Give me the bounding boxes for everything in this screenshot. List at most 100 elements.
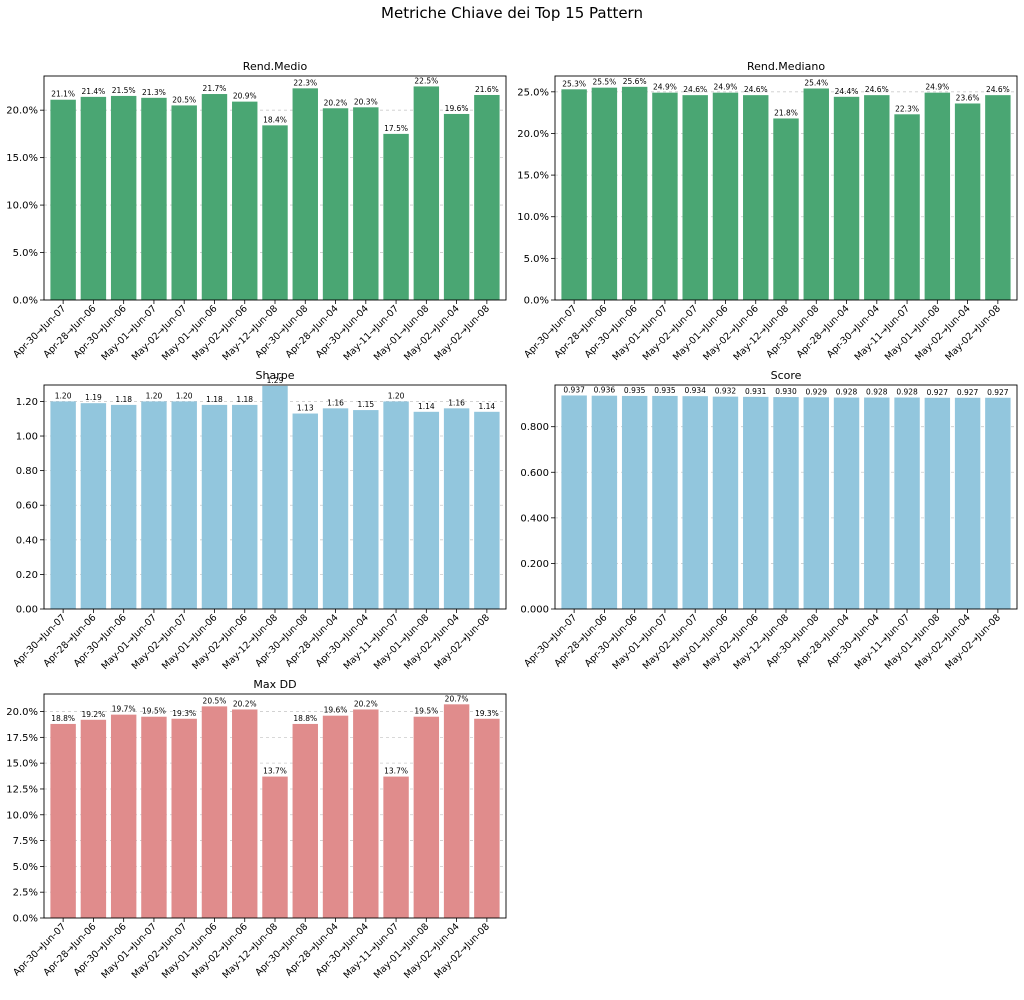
x-tick-label: May-02→Jun-07 [641,303,701,363]
y-tick-label: 1.00 [16,432,38,443]
x-tick-label: May-02→Jun-06 [190,303,250,363]
bar [413,86,440,300]
bar [322,408,349,609]
bar-value-label: 21.5% [112,86,136,95]
x-tick-label: May-01→Jun-07 [99,303,159,363]
bar [80,403,107,609]
bar-value-label: 0.934 [684,386,706,395]
bar-value-label: 20.5% [203,696,227,705]
bar-value-label: 19.3% [475,709,499,718]
bar-value-label: 22.3% [895,104,919,113]
bar [262,125,288,301]
bar [171,718,197,918]
bar-value-label: 1.13 [297,404,314,413]
bar-value-label: 0.935 [624,386,646,395]
x-tick-label: May-02→Jun-06 [701,612,761,672]
bar-value-label: 1.20 [55,391,72,400]
plot-frame [43,384,507,610]
bar-value-label: 19.5% [142,707,166,716]
y-tick-label: 12.5% [6,784,38,795]
x-tick-label: May-11→Jun-07 [342,921,402,981]
x-tick-label: Apr-30→Jun-07 [522,303,579,360]
bar [141,716,167,918]
y-tick-label: 2.5% [13,888,38,899]
bar-value-label: 0.927 [987,388,1009,397]
bar-value-label: 19.7% [112,705,136,714]
x-tick-label: May-01→Jun-08 [372,921,432,981]
y-tick-label: 15.0% [6,153,38,164]
x-tick-label: May-02→Jun-06 [190,921,250,981]
bar-value-label: 20.3% [354,97,378,106]
x-tick-label: May-01→Jun-07 [610,303,670,363]
bar [712,396,739,609]
bar-value-label: 20.5% [172,95,196,104]
x-tick-label: May-02→Jun-06 [190,612,250,672]
x-tick-label: Apr-30→Jun-06 [72,612,129,669]
bar [50,99,76,300]
bar-value-label: 23.6% [956,93,980,102]
bar-value-label: 0.928 [896,388,918,397]
bar [232,404,258,609]
bar-value-label: 1.16 [448,398,465,407]
bar-value-label: 25.4% [804,78,828,87]
y-tick-label: 0.800 [520,422,549,433]
x-tick-label: May-01→Jun-06 [160,612,220,672]
y-tick-label: 0.80 [16,466,38,477]
bar-value-label: 1.19 [85,393,102,402]
bar [743,396,769,609]
x-tick-label: Apr-30→Jun-07 [11,921,68,978]
bar-value-label: 19.6% [445,104,469,113]
x-tick-label: Apr-30→Jun-04 [314,921,371,978]
x-tick-label: May-12→Jun-08 [732,612,792,672]
bar [985,95,1011,300]
x-tick-label: Apr-30→Jun-06 [583,303,640,360]
bar-value-label: 21.7% [203,84,227,93]
y-tick-label: 0.20 [16,570,38,581]
y-tick-label: 20.0% [6,106,38,117]
bar [682,396,708,609]
x-tick-label: May-11→Jun-07 [853,303,913,363]
bar [353,709,379,918]
bar-value-label: 1.20 [146,391,163,400]
bar-value-label: 25.5% [592,78,616,87]
bar-value-label: 0.935 [654,386,676,395]
bar [474,718,500,918]
bar-value-label: 17.5% [384,124,408,133]
x-tick-label: Apr-28→Jun-06 [41,921,98,978]
chart-rend-medio: Rend.Medio 0.0% 5.0% 10.0% 15.0% 20.0% 21.1% Ap… [6,60,507,363]
bar-value-label: 24.9% [653,83,677,92]
x-tick-label: Apr-30→Jun-06 [72,921,129,978]
y-tick-label: 5.0% [13,862,38,873]
bar [803,88,829,300]
x-tick-label: May-12→Jun-08 [221,612,281,672]
bar [262,776,288,918]
x-tick-label: May-02→Jun-04 [402,612,462,672]
x-tick-label: May-01→Jun-06 [160,303,220,363]
x-tick-label: Apr-28→Jun-06 [41,303,98,360]
x-tick-label: May-02→Jun-04 [402,303,462,363]
x-tick-label: Apr-30→Jun-04 [825,612,882,669]
x-tick-label: Apr-30→Jun-08 [253,921,310,978]
y-tick-label: 0.0% [13,296,38,307]
x-tick-label: Apr-30→Jun-04 [825,303,882,360]
bar [803,397,829,609]
bar-value-label: 0.930 [775,387,797,396]
bar-value-label: 24.9% [714,83,738,92]
bar-value-label: 24.6% [683,85,707,94]
bar [621,86,648,300]
chart-title: Rend.Mediano [747,60,825,73]
bar-value-label: 1.14 [479,402,496,411]
y-tick-label: 5.0% [524,254,549,265]
bar [262,385,288,609]
bar [833,96,860,300]
x-tick-label: May-02→Jun-08 [943,303,1003,363]
bar [591,87,618,300]
bar-value-label: 1.16 [327,398,344,407]
chart-score: Score 0.000 0.200 0.400 0.600 0.800 0.937 Apr-3… [520,369,1018,672]
bar-value-label: 20.2% [233,699,257,708]
y-tick-label: 10.0% [6,201,38,212]
x-tick-label: May-12→Jun-08 [732,303,792,363]
x-tick-label: May-11→Jun-07 [853,612,913,672]
bar-value-label: 0.937 [563,385,585,394]
x-tick-label: Apr-30→Jun-06 [72,303,129,360]
